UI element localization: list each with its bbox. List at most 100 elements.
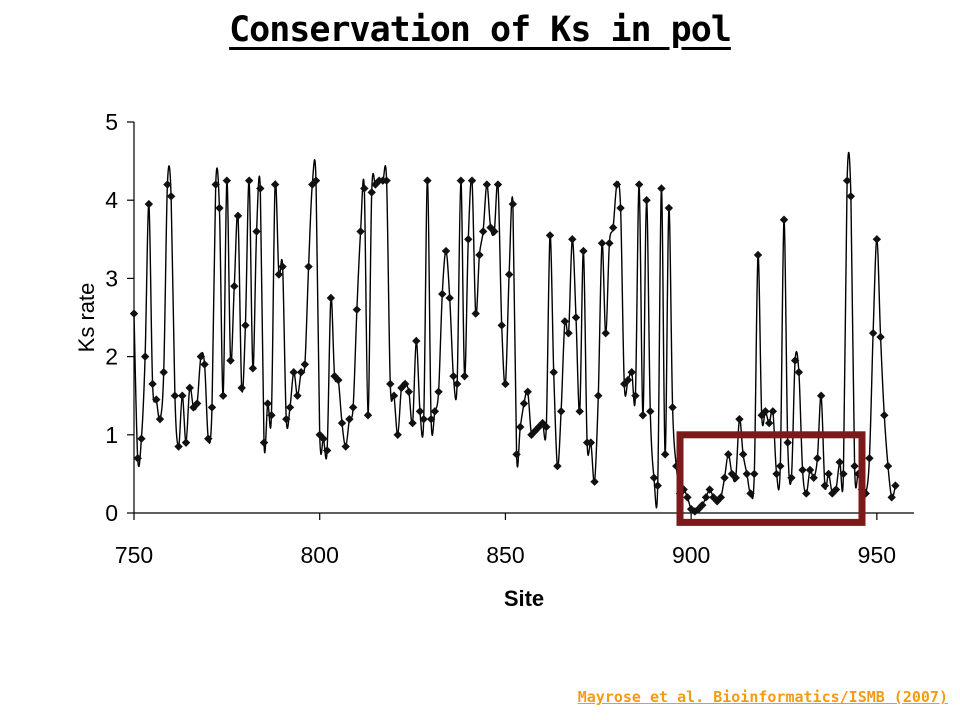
citation-link[interactable]: Mayrose et al. Bioinformatics/ISMB (2007… [577, 688, 948, 706]
data-point-marker [571, 313, 581, 322]
data-point-marker [140, 352, 150, 361]
data-point-marker [805, 465, 815, 475]
data-point-marker [501, 379, 510, 389]
data-point-marker [267, 411, 276, 420]
data-point-marker [568, 235, 577, 244]
data-point-marker [542, 422, 551, 432]
data-point-marker [181, 438, 191, 447]
data-point-marker [549, 368, 558, 377]
data-point-marker [259, 438, 269, 447]
data-point-marker [274, 270, 284, 279]
data-point-marker [883, 461, 893, 471]
data-point-marker [178, 391, 187, 400]
data-point-marker [282, 414, 291, 424]
data-point-marker [393, 430, 402, 439]
data-point-marker [854, 469, 863, 479]
data-point-marker [776, 461, 785, 471]
data-point-marker [445, 293, 454, 303]
data-point-marker [560, 317, 570, 326]
data-point-marker [668, 403, 677, 412]
data-point-marker [345, 414, 354, 424]
data-point-marker [478, 227, 488, 236]
data-point-marker [215, 203, 224, 213]
data-point-marker [311, 176, 321, 185]
data-point-marker [608, 223, 618, 232]
data-point-marker [341, 442, 350, 451]
data-point-marker [783, 438, 792, 447]
data-point-marker [634, 180, 644, 189]
data-point-marker [449, 371, 458, 381]
data-point-marker [842, 176, 852, 185]
data-point-marker [360, 184, 369, 193]
data-point-marker [872, 235, 882, 244]
data-point-marker [519, 399, 529, 408]
data-point-marker [508, 199, 518, 209]
x-tick-label: 900 [672, 542, 710, 568]
data-point-marker [367, 188, 376, 197]
data-point-marker [263, 399, 272, 408]
data-point-marker [865, 454, 874, 463]
data-point-marker [233, 211, 243, 221]
data-point-marker [352, 305, 362, 314]
data-point-marker [356, 227, 365, 236]
data-point-marker [720, 473, 729, 483]
data-point-marker [735, 414, 744, 424]
data-point-marker [716, 493, 726, 502]
x-tick-label: 950 [858, 542, 896, 568]
data-point-marker [430, 407, 440, 416]
data-point-marker [382, 176, 391, 185]
data-point-marker [724, 450, 733, 459]
data-point-marker [638, 411, 648, 420]
data-point-marker [672, 461, 681, 471]
data-point-marker [753, 250, 763, 260]
data-point-marker [887, 493, 896, 502]
data-point-marker [660, 450, 670, 459]
data-point-marker [564, 328, 573, 338]
data-point-marker [152, 395, 161, 404]
y-tick-label: 4 [105, 187, 118, 213]
data-point-marker [252, 227, 261, 236]
data-point-marker [779, 215, 789, 224]
data-point-marker [880, 411, 889, 420]
highlight-box [676, 431, 866, 526]
data-point-marker [423, 176, 432, 185]
data-point-marker [337, 418, 347, 428]
data-point-marker [226, 356, 235, 365]
data-point-marker [386, 379, 395, 389]
data-point-marker [850, 461, 859, 471]
data-point-marker [419, 414, 428, 424]
data-point-marker [731, 473, 740, 483]
data-point-marker [218, 391, 228, 400]
data-point-marker [426, 414, 436, 424]
data-point-marker [556, 407, 566, 416]
data-point-marker [623, 375, 633, 385]
data-point-marker [802, 489, 811, 498]
data-point-marker [512, 450, 521, 459]
data-point-marker [545, 231, 555, 240]
data-point-marker [631, 391, 640, 400]
data-point-marker [211, 180, 220, 189]
data-point-marker [839, 469, 848, 479]
data-point-marker [438, 289, 447, 299]
data-point-marker [334, 375, 343, 385]
data-point-marker [363, 411, 373, 420]
data-point-marker [831, 485, 841, 494]
slide-title: Conservation of Ks in pol [229, 10, 732, 50]
data-point-marker [813, 454, 822, 463]
data-point-marker [482, 180, 492, 189]
data-point-marker [594, 391, 603, 400]
data-point-marker [828, 489, 837, 498]
data-point-marker [475, 250, 484, 260]
data-point-marker [575, 407, 584, 416]
data-point-marker [824, 469, 833, 479]
data-point-marker [787, 473, 796, 483]
data-point-marker [248, 364, 258, 373]
data-point-marker [601, 328, 610, 338]
data-point-marker [467, 176, 477, 185]
data-point-marker [553, 461, 562, 471]
data-point-marker [270, 180, 280, 189]
y-tick-label: 1 [105, 422, 118, 448]
data-point-marker [790, 356, 800, 365]
data-point-marker [289, 368, 298, 377]
